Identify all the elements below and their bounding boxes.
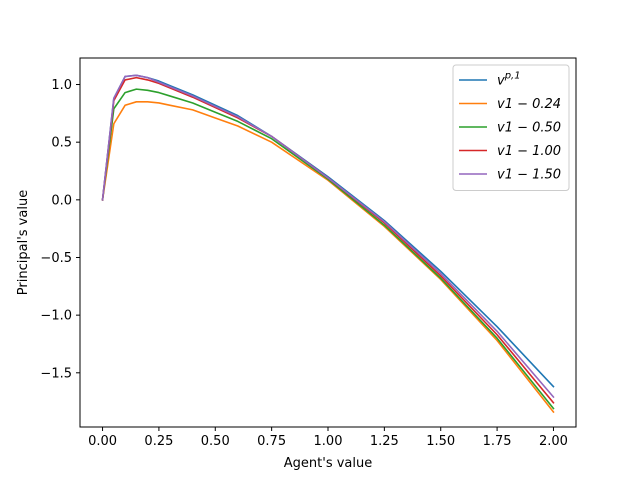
legend-label: v1 − 0.24 (497, 97, 561, 112)
y-tick-label: 0.5 (51, 136, 72, 151)
x-tick-label: 1.50 (426, 434, 455, 449)
series-line-2 (101, 88, 555, 410)
legend-label: v1 − 0.50 (497, 121, 561, 136)
x-tick-label: 2.00 (539, 434, 568, 449)
legend-box (452, 64, 570, 191)
legend-label: v1 − 1.50 (497, 168, 561, 183)
legend: vp,1 v1 − 0.24 v1 − 0.50 v1 − 1.00 v1 − 1.50 (452, 64, 570, 191)
x-tick-label: 1.00 (314, 434, 343, 449)
series-layer (101, 74, 555, 414)
series-line-1 (101, 101, 555, 414)
x-tick-label: 0.75 (257, 434, 286, 449)
y-tick-label: 1.0 (51, 78, 72, 93)
legend-label: vp,1 (497, 71, 521, 89)
x-axis-label: Agent's value (284, 456, 372, 471)
y-tick-label: 0.0 (51, 193, 72, 208)
y-axis-label: Principal's value (16, 190, 31, 295)
x-tick-label: 0.25 (144, 434, 173, 449)
series-line-3 (101, 76, 555, 404)
x-axis: 0.00 0.25 0.50 0.75 1.00 1.25 1.50 1.75 2.00 (88, 427, 568, 449)
series-line-4 (101, 74, 555, 399)
x-tick-label: 0.00 (88, 434, 117, 449)
x-tick-label: 1.75 (483, 434, 512, 449)
legend-label: v1 − 1.00 (497, 144, 561, 159)
x-tick-label: 0.50 (201, 434, 230, 449)
x-tick-label: 1.25 (370, 434, 399, 449)
y-tick-label: −1.5 (40, 366, 72, 381)
y-axis: −1.5 −1.0 −0.5 0.0 0.5 1.0 (40, 78, 80, 381)
y-tick-label: −0.5 (40, 251, 72, 266)
y-tick-label: −1.0 (40, 309, 72, 324)
